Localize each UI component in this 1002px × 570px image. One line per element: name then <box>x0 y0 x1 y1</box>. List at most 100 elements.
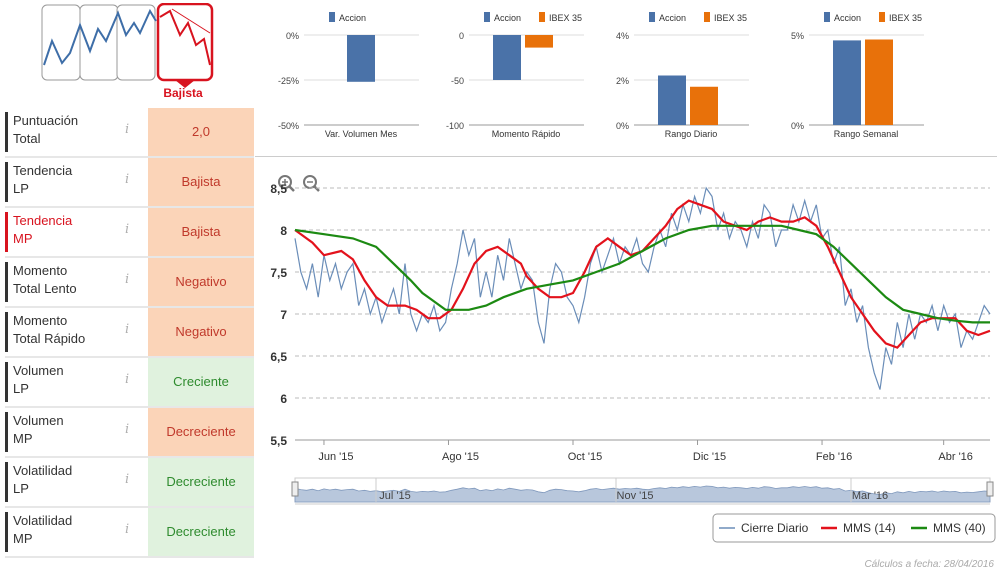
bar <box>347 35 375 82</box>
mini-chart-3: Accion IBEX 35 5% 0% Rango Semanal <box>791 12 924 139</box>
chart-legend: Cierre Diario MMS (14) MMS (40) <box>712 513 996 543</box>
info-icon[interactable]: i <box>125 372 130 387</box>
trend-pointer-icon <box>175 80 195 88</box>
metric-label-line1: Tendencia <box>13 163 73 178</box>
metric-row: Volumen LP i Creciente <box>5 358 254 408</box>
navigator-area <box>294 485 991 503</box>
y-tick-label: 0% <box>791 121 804 131</box>
navigator-tick-label: Nov '15 <box>617 490 654 502</box>
info-icon[interactable]: i <box>125 522 130 537</box>
metric-value: Negativo <box>148 258 254 306</box>
y-tick-label: 2% <box>616 76 629 86</box>
metric-label-line1: Volatilidad <box>13 513 73 528</box>
y-tick-label: -25% <box>278 76 299 86</box>
metric-row: Puntuación Total i 2,0 <box>5 108 254 158</box>
legend-label: Accion <box>834 13 861 23</box>
legend-swatch <box>539 12 545 22</box>
info-icon[interactable]: i <box>125 222 130 237</box>
trend-thumb-bear-line <box>159 9 211 66</box>
metric-row: Volatilidad LP i Decreciente <box>5 458 254 508</box>
legend-label: Accion <box>494 13 521 23</box>
metric-label-line2: LP <box>13 481 29 496</box>
metric-label-line1: Tendencia <box>13 213 73 228</box>
trend-thumb-trendline <box>171 8 211 34</box>
metric-label-line2: LP <box>13 381 29 396</box>
metric-label: Momento Total Lento <box>5 262 145 302</box>
legend-swatch <box>704 12 710 22</box>
metric-label: Puntuación Total <box>5 112 145 152</box>
mini-chart-0: Accion 0% -25% -50% Var. Volumen Mes <box>278 12 419 139</box>
trend-label: Bajista <box>163 86 203 100</box>
y-tick-label: 4% <box>616 31 629 41</box>
zoom-out-icon[interactable] <box>303 175 320 192</box>
info-icon[interactable]: i <box>125 322 130 337</box>
bar <box>493 35 521 80</box>
y-tick-label: 8 <box>280 224 287 238</box>
metric-row: Volatilidad MP i Decreciente <box>5 508 254 558</box>
x-tick-label: Jun '15 <box>318 451 353 463</box>
metric-label: Volumen MP <box>5 412 145 452</box>
y-tick-label: 6 <box>280 392 287 406</box>
bar <box>865 39 893 125</box>
legend-swatch <box>484 12 490 22</box>
y-tick-label: 7 <box>280 308 287 322</box>
mini-bar-charts: Accion 0% -25% -50% Var. Volumen Mes Accion IB… <box>278 12 924 139</box>
x-category-label: Var. Volumen Mes <box>325 129 398 139</box>
info-icon[interactable]: i <box>125 122 130 137</box>
legend-label: Accion <box>339 13 366 23</box>
metric-value: Bajista <box>148 208 254 256</box>
metric-label: Volatilidad LP <box>5 462 145 502</box>
metric-value: Bajista <box>148 158 254 206</box>
metric-label-line2: Total <box>13 131 41 146</box>
series-line-0 <box>294 186 991 390</box>
metric-label-line2: MP <box>13 431 33 446</box>
bar <box>833 40 861 125</box>
metric-row: Tendencia LP i Bajista <box>5 158 254 208</box>
trend-thumbnails <box>41 3 214 88</box>
navigator-tick-label: Jul '15 <box>379 490 410 502</box>
calc-date-footer: Cálculos a fecha: 28/04/2016 <box>864 559 994 570</box>
mini-chart-1: Accion IBEX 35 0 -50 -100 Momento Rápido <box>446 12 584 139</box>
metric-label-line2: MP <box>13 231 33 246</box>
trend-thumb-line <box>43 8 157 66</box>
bar <box>690 86 718 125</box>
trend-thumb-3[interactable] <box>116 4 156 81</box>
info-icon[interactable]: i <box>125 422 130 437</box>
legend-label: IBEX 35 <box>714 13 747 23</box>
x-category-label: Rango Diario <box>665 129 718 139</box>
metric-label: Tendencia MP <box>5 212 145 252</box>
zoom-in-icon[interactable] <box>278 175 295 192</box>
metric-label-line1: Momento <box>13 313 68 328</box>
navigator-handle-left[interactable] <box>291 481 299 497</box>
y-tick-label: 0% <box>616 121 629 131</box>
metric-label-line1: Puntuación <box>13 113 79 128</box>
y-tick-label: -100 <box>446 121 464 131</box>
y-tick-label: -50% <box>278 121 299 131</box>
series-line-2 <box>294 224 990 324</box>
x-tick-label: Oct '15 <box>568 451 603 463</box>
mini-chart-2: Accion IBEX 35 4% 2% 0% Rango Diario <box>616 12 749 139</box>
y-tick-label: -50 <box>451 76 464 86</box>
navigator-handle-right[interactable] <box>986 481 994 497</box>
y-tick-label: 0% <box>286 31 299 41</box>
metric-label-line2: LP <box>13 181 29 196</box>
info-icon[interactable]: i <box>125 272 130 287</box>
metric-row: Tendencia MP i Bajista <box>5 208 254 258</box>
metric-label: Tendencia LP <box>5 162 145 202</box>
metrics-panel: Puntuación Total i 2,0 Tendencia LP i Bajis… <box>5 108 254 558</box>
legend-label[interactable]: MMS (14) <box>843 521 896 535</box>
bar <box>658 75 686 125</box>
metric-label-line1: Volumen <box>13 363 64 378</box>
metric-label-line2: Total Lento <box>13 281 77 296</box>
x-tick-label: Feb '16 <box>816 451 852 463</box>
info-icon[interactable]: i <box>125 472 130 487</box>
metric-value: Decreciente <box>148 458 254 506</box>
legend-label[interactable]: MMS (40) <box>933 521 986 535</box>
legend-label[interactable]: Cierre Diario <box>741 521 809 535</box>
zoom-in-lens[interactable] <box>278 175 292 189</box>
metric-row: Momento Total Lento i Negativo <box>5 258 254 308</box>
y-tick-label: 0 <box>459 31 464 41</box>
info-icon[interactable]: i <box>125 172 130 187</box>
legend-swatch <box>879 12 885 22</box>
zoom-in-handle[interactable] <box>288 185 295 192</box>
